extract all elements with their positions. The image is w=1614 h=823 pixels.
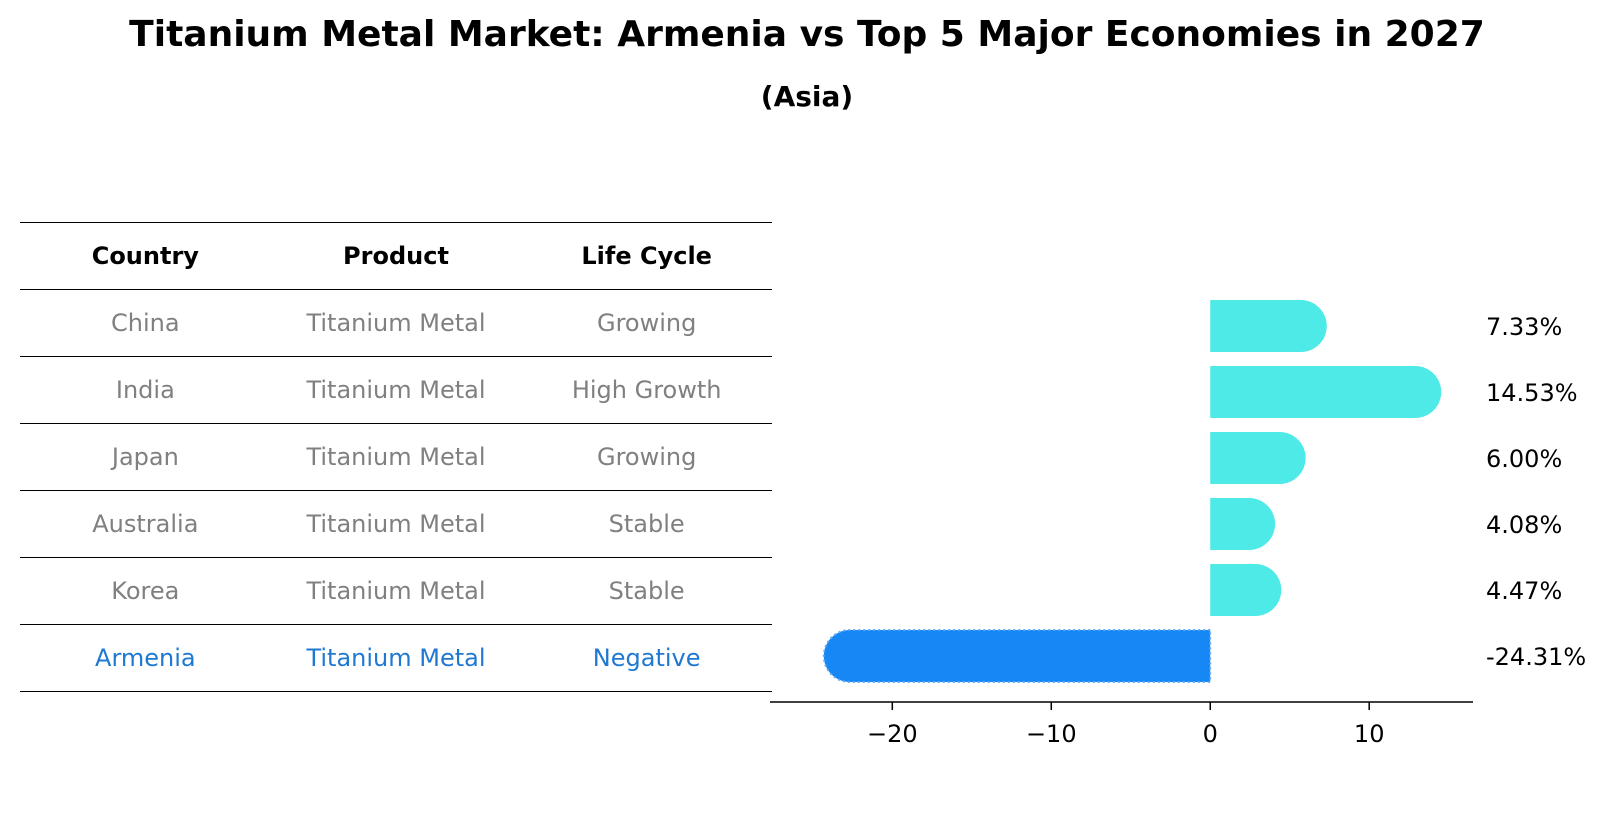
data-label: 4.47% xyxy=(1486,577,1562,605)
cell-life-cycle: Growing xyxy=(521,289,772,357)
data-label: 4.08% xyxy=(1486,511,1562,539)
header-life-cycle: Life Cycle xyxy=(521,222,772,290)
header-country: Country xyxy=(20,222,271,290)
x-tick-label: −10 xyxy=(1026,720,1077,748)
cell-product: Titanium Metal xyxy=(270,423,522,491)
cell-country: India xyxy=(20,356,271,424)
cell-product: Titanium Metal xyxy=(270,624,522,692)
bar-australia xyxy=(1210,498,1276,550)
cell-country: Australia xyxy=(20,490,271,558)
cell-life-cycle: Negative xyxy=(521,624,772,692)
x-tick-label: 10 xyxy=(1354,720,1385,748)
bar-chart-svg: 7.33% 14.53% 6.00% 4.08% 4.47% -24.31% −20 −10 0… xyxy=(770,300,1586,748)
cell-country: China xyxy=(20,289,271,357)
cell-country: Armenia xyxy=(20,624,271,692)
bar-china xyxy=(1210,300,1327,352)
data-label: 7.33% xyxy=(1486,313,1562,341)
x-tick-label: −20 xyxy=(867,720,918,748)
data-label: 6.00% xyxy=(1486,445,1562,473)
table-row: Korea Titanium Metal Stable xyxy=(20,557,772,625)
data-table: Country Product Life Cycle China Titaniu… xyxy=(20,222,772,692)
table-row: China Titanium Metal Growing xyxy=(20,289,772,357)
data-label: -24.31% xyxy=(1486,643,1586,671)
cell-country: Japan xyxy=(20,423,271,491)
cell-country: Korea xyxy=(20,557,271,625)
bar-armenia xyxy=(822,629,1212,683)
x-tick-label: 0 xyxy=(1203,720,1218,748)
table-row: India Titanium Metal High Growth xyxy=(20,356,772,424)
bar-chart: 7.33% 14.53% 6.00% 4.08% 4.47% -24.31% −20 −10 0… xyxy=(770,280,1600,784)
cell-product: Titanium Metal xyxy=(270,289,522,357)
cell-product: Titanium Metal xyxy=(270,356,522,424)
cell-life-cycle: Stable xyxy=(521,490,772,558)
table-row-highlight: Armenia Titanium Metal Negative xyxy=(20,624,772,692)
cell-life-cycle: High Growth xyxy=(521,356,772,424)
header-product: Product xyxy=(270,222,522,290)
cell-life-cycle: Growing xyxy=(521,423,772,491)
bar-japan xyxy=(1210,432,1306,484)
table-row: Japan Titanium Metal Growing xyxy=(20,423,772,491)
cell-product: Titanium Metal xyxy=(270,557,522,625)
chart-subtitle: (Asia) xyxy=(760,80,854,113)
cell-life-cycle: Stable xyxy=(521,557,772,625)
bar-korea xyxy=(1210,564,1282,616)
chart-title: Titanium Metal Market: Armenia vs Top 5 … xyxy=(129,14,1485,55)
table-header-row: Country Product Life Cycle xyxy=(20,222,772,290)
data-label: 14.53% xyxy=(1486,379,1578,407)
bar-india xyxy=(1210,366,1442,418)
cell-product: Titanium Metal xyxy=(270,490,522,558)
table-row: Australia Titanium Metal Stable xyxy=(20,490,772,558)
